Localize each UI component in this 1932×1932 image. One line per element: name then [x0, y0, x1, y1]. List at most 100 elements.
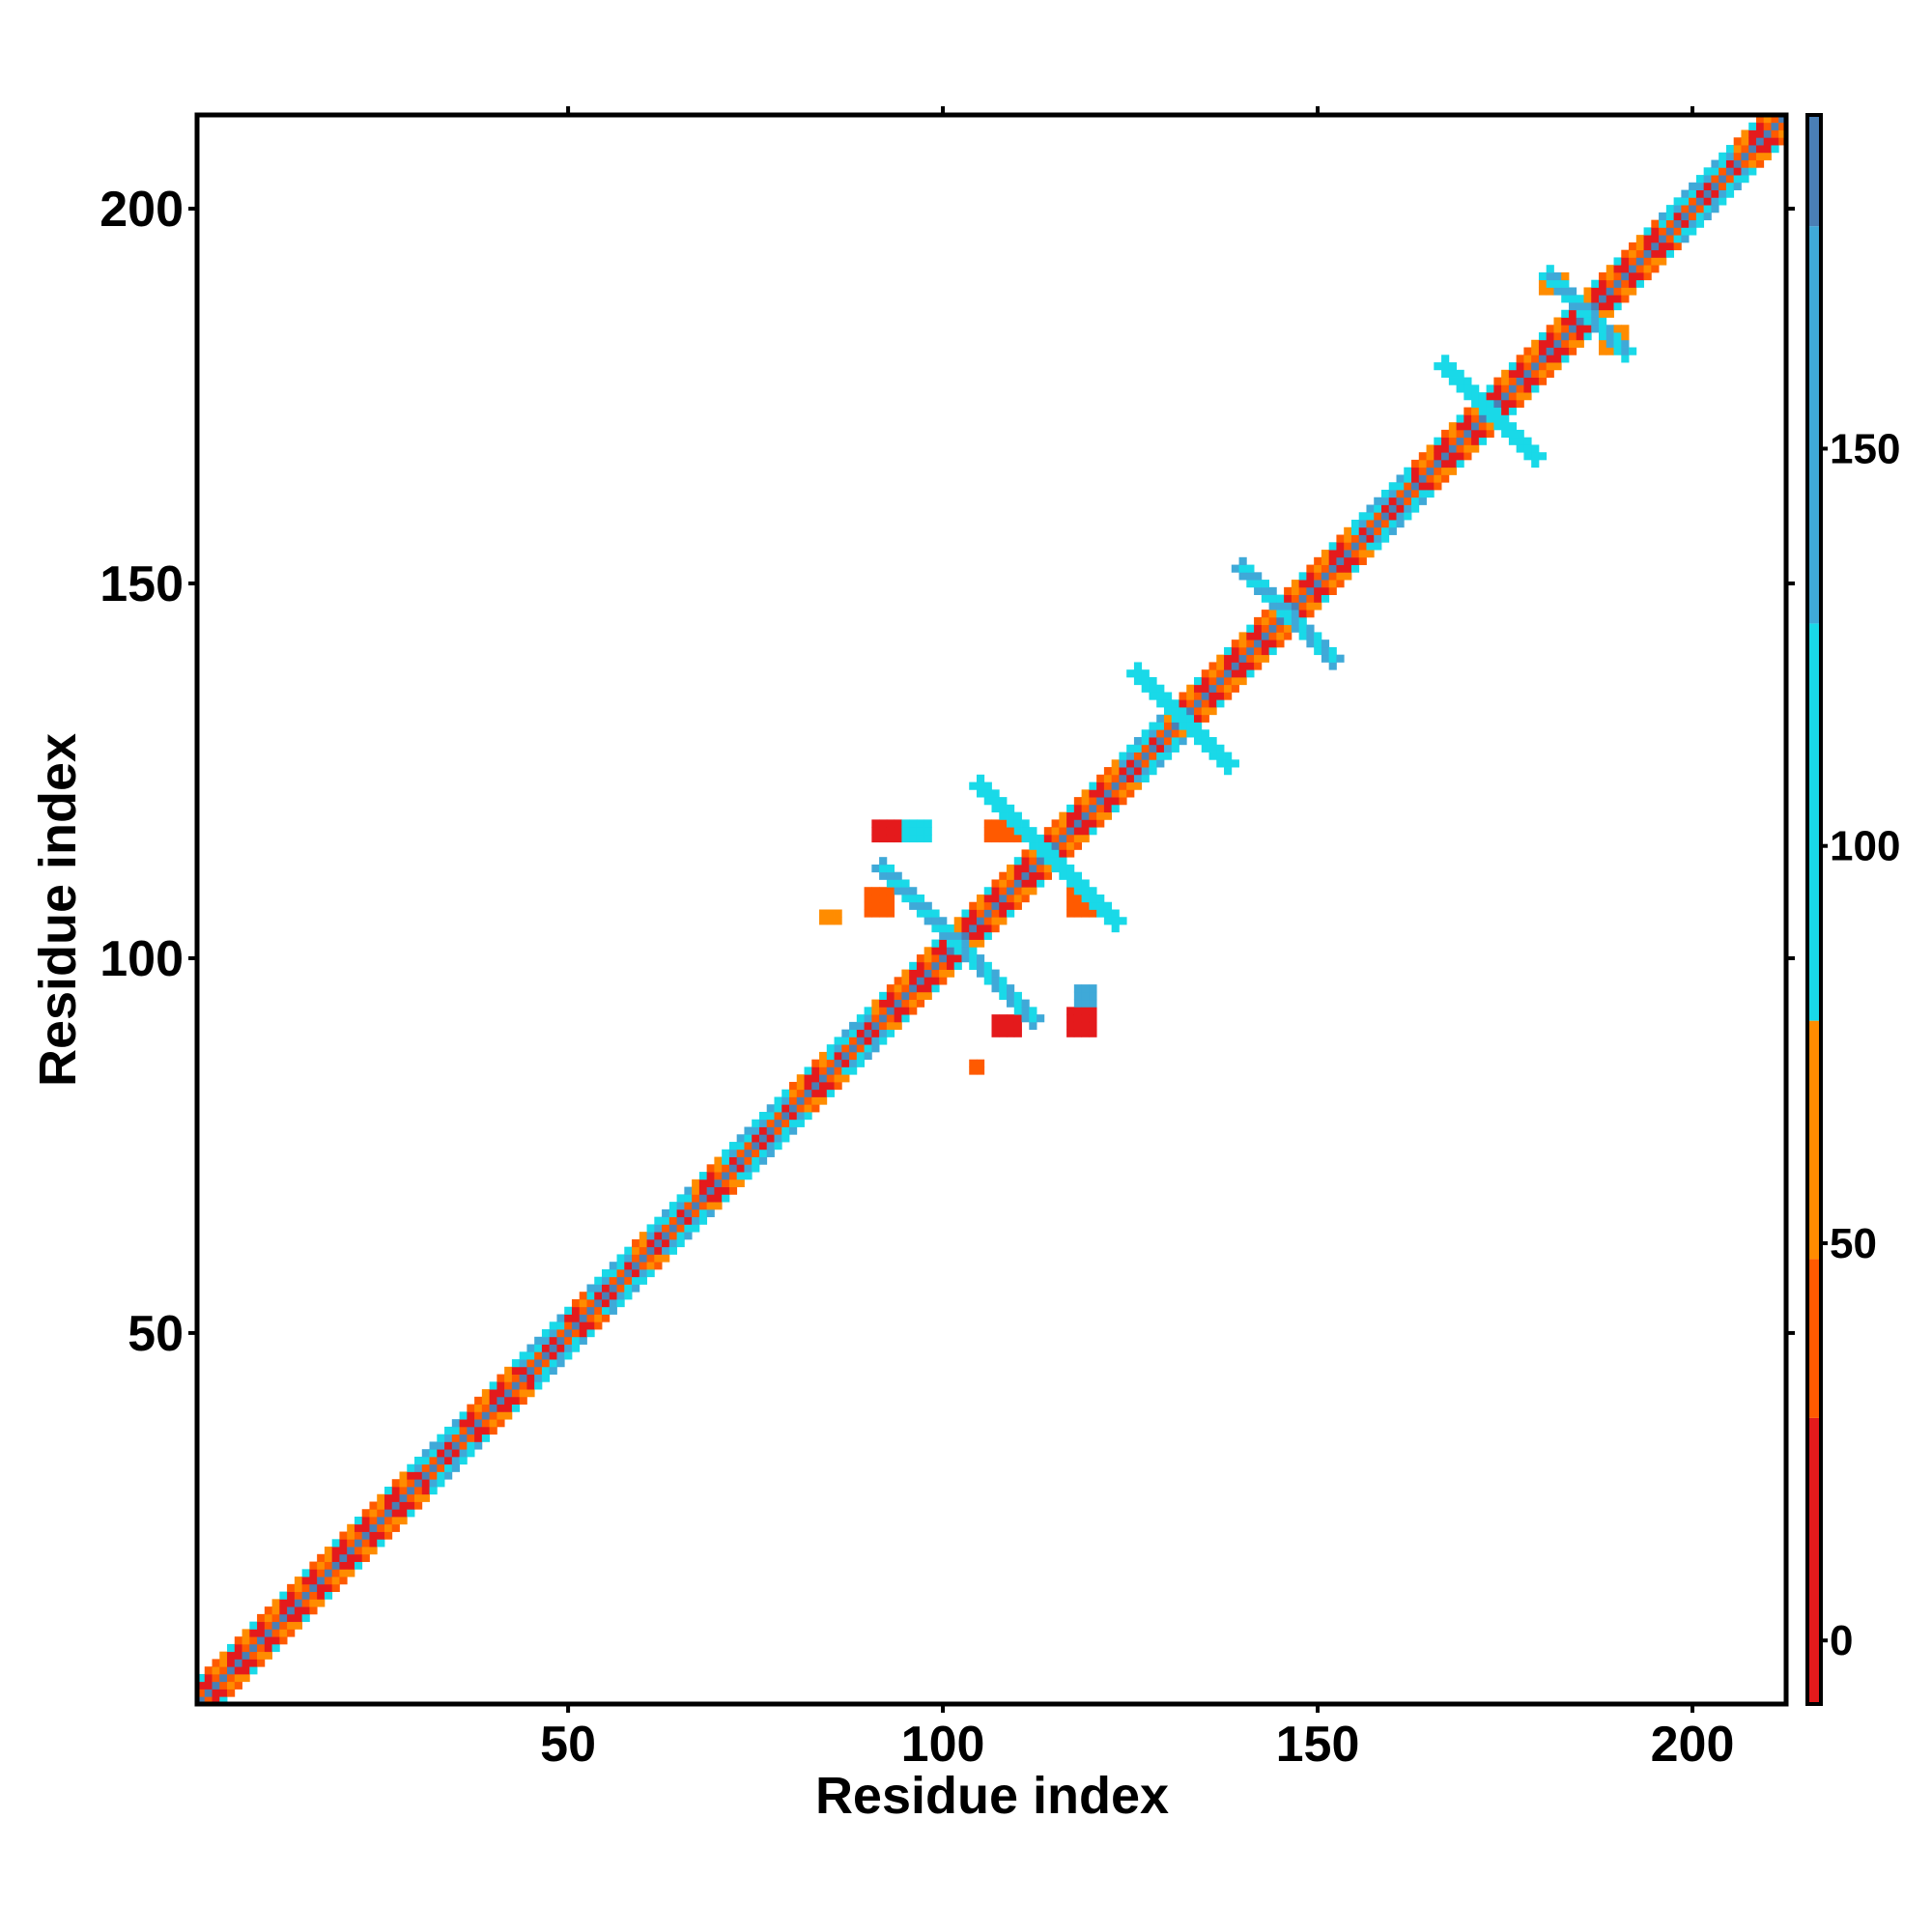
heatmap-cell [939, 917, 948, 925]
heatmap-cell [1073, 1029, 1083, 1037]
heatmap-cell [489, 1381, 497, 1390]
heatmap-cell [1380, 504, 1390, 513]
heatmap-cell [1763, 122, 1772, 130]
heatmap-cell [789, 1126, 798, 1135]
heatmap-cell [804, 1081, 812, 1091]
heatmap-cell [1261, 616, 1269, 626]
heatmap-cell [1493, 399, 1502, 409]
colorbar-band [1807, 115, 1821, 227]
heatmap-cell [1493, 422, 1502, 431]
heatmap-cell [391, 1501, 400, 1510]
heatmap-cell [901, 969, 910, 978]
heatmap-cell [706, 1194, 715, 1203]
heatmap-cell [1643, 235, 1652, 243]
heatmap-cell [1156, 759, 1165, 768]
heatmap-cell [624, 1276, 633, 1285]
heatmap-cell [234, 1636, 242, 1645]
heatmap-cell [894, 1014, 902, 1023]
heatmap-cell [1224, 669, 1233, 678]
heatmap-cell [1695, 182, 1705, 190]
heatmap-cell [1366, 542, 1375, 551]
heatmap-cell [1007, 909, 1015, 918]
heatmap-cell [549, 1344, 557, 1352]
heatmap-cell [1141, 684, 1150, 693]
heatmap-cell [1486, 429, 1494, 439]
heatmap-cell [819, 1051, 828, 1061]
heatmap-cell [1238, 646, 1247, 656]
heatmap-cell [722, 1194, 730, 1203]
heatmap-cell [1268, 602, 1277, 611]
heatmap-cell [1081, 887, 1090, 895]
heatmap-cell [279, 1621, 288, 1630]
heatmap-cell [1478, 392, 1488, 401]
heatmap-cell [1651, 257, 1660, 266]
heatmap-cell [421, 1486, 430, 1495]
heatmap-cell [1103, 781, 1113, 790]
heatmap-cell [1456, 422, 1464, 431]
heatmap-cell [849, 1066, 858, 1075]
heatmap-cell [654, 1224, 663, 1233]
heatmap-cell [1508, 407, 1518, 415]
heatmap-cell [481, 1404, 491, 1412]
heatmap-cell [451, 1419, 460, 1428]
heatmap-cell [1583, 301, 1592, 311]
heatmap-cell [1089, 1007, 1097, 1015]
heatmap-cell [294, 1606, 303, 1615]
heatmap-cell [489, 1389, 497, 1398]
heatmap-cell [399, 1517, 408, 1525]
heatmap-cell [1366, 520, 1375, 528]
heatmap-cell [1771, 129, 1779, 138]
heatmap-cell [1133, 662, 1143, 670]
heatmap-cell [1194, 692, 1203, 700]
heatmap-cell [1508, 429, 1518, 439]
heatmap-cell [1388, 512, 1397, 521]
heatmap-cell [331, 1553, 340, 1562]
heatmap-cell [758, 1149, 768, 1157]
heatmap-cell [1748, 152, 1757, 160]
heatmap-cell [1538, 279, 1548, 288]
heatmap-cell [594, 1321, 603, 1330]
heatmap-cell [684, 1194, 693, 1203]
heatmap-cell [1665, 219, 1675, 228]
heatmap-cell [1755, 129, 1765, 138]
heatmap-cell [1238, 632, 1247, 640]
heatmap-cell [923, 901, 932, 910]
heatmap-cell [1613, 295, 1622, 303]
heatmap-cell [579, 1298, 587, 1308]
heatmap-cell [1516, 369, 1524, 378]
heatmap-cell [1163, 752, 1173, 760]
heatmap-cell [451, 1434, 460, 1442]
heatmap-cell [864, 1029, 872, 1037]
heatmap-cell [257, 1613, 266, 1623]
heatmap-cell [931, 984, 940, 993]
heatmap-cell [841, 1074, 850, 1083]
heatmap-cell [991, 977, 1000, 985]
y-tick-label: 100 [99, 931, 184, 987]
heatmap-cell [361, 1517, 370, 1525]
heatmap-cell [983, 909, 992, 918]
heatmap-cell [766, 1119, 775, 1127]
heatmap-cell [976, 1066, 985, 1075]
heatmap-cell [639, 1232, 647, 1240]
heatmap-cell [1156, 737, 1165, 746]
heatmap-cell [894, 834, 902, 843]
heatmap-cell [1081, 804, 1090, 813]
heatmap-cell [451, 1426, 460, 1435]
heatmap-cell [354, 1531, 363, 1540]
heatmap-cell [1321, 646, 1330, 656]
heatmap-cell [602, 1268, 611, 1278]
heatmap-cell [1629, 242, 1637, 251]
heatmap-cell [1561, 332, 1570, 341]
heatmap-cell [668, 1224, 677, 1233]
heatmap-cell [714, 1194, 723, 1203]
heatmap-cell [1224, 662, 1233, 670]
heatmap-cell [444, 1441, 453, 1450]
heatmap-cell [1568, 287, 1577, 296]
heatmap-cell [1089, 804, 1097, 813]
heatmap-cell [1546, 339, 1554, 348]
heatmap-cell [1238, 639, 1247, 648]
heatmap-cell [1298, 624, 1307, 633]
heatmap-cell [459, 1441, 468, 1450]
colorbar-band [1807, 226, 1821, 624]
heatmap-cell [1441, 355, 1450, 363]
